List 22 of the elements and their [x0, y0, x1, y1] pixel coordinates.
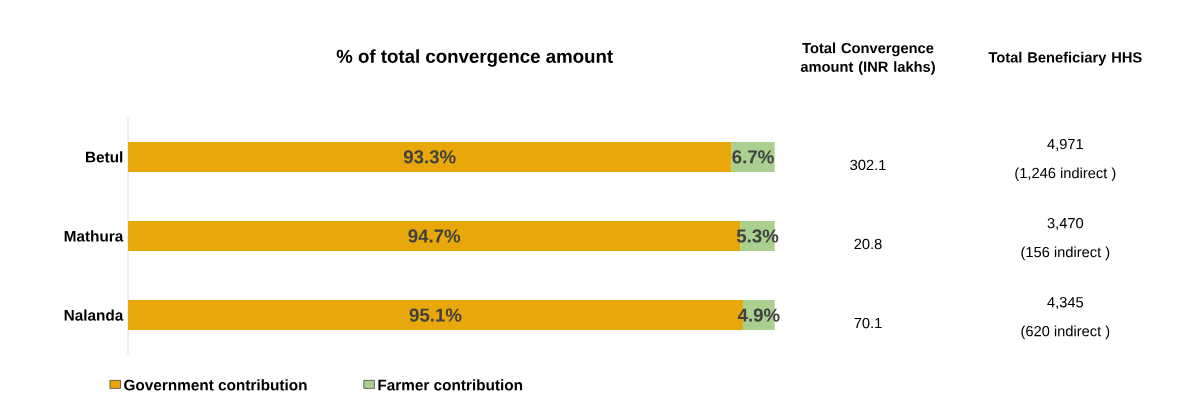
y-tick-label: Nalanda: [64, 309, 124, 321]
text: 4,971: [1047, 138, 1083, 151]
data-label: 6.7%: [732, 150, 774, 164]
text: 70.1: [854, 317, 882, 329]
data-label: 94.7%: [408, 229, 461, 243]
data-label: 95.1%: [409, 308, 462, 322]
text: Total Beneficiary HHS: [988, 51, 1142, 66]
text: 20.8: [854, 238, 882, 250]
legend-label: Farmer contribution: [378, 379, 523, 391]
text: Total Convergence amount (INR lakhs): [800, 42, 935, 75]
text: (620 indirect ): [1021, 325, 1110, 340]
data-label: 93.3%: [403, 150, 456, 164]
text: (1,246 indirect ): [1015, 167, 1116, 182]
y-tick-label: Betul: [85, 151, 123, 163]
text: 302.1: [850, 159, 886, 171]
legend-label: Government contribution: [124, 379, 307, 391]
bar: [128, 141, 732, 172]
chart-title: % of total convergence amount: [336, 49, 613, 67]
text: 4,345: [1047, 297, 1084, 310]
y-tick-label: Mathura: [64, 230, 124, 242]
text: (156 indirect ): [1021, 246, 1110, 261]
text: 3,470: [1047, 217, 1084, 231]
